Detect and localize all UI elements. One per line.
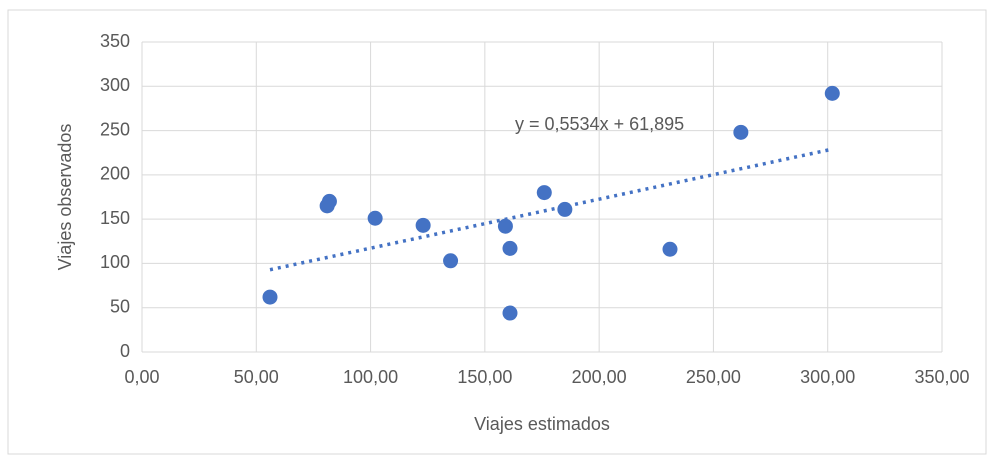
trendline-label: y = 0,5534x + 61,895 xyxy=(515,114,684,134)
point xyxy=(502,240,518,256)
point xyxy=(536,185,552,201)
point xyxy=(502,305,518,321)
point xyxy=(262,289,278,305)
y-tick-label: 150 xyxy=(100,208,130,228)
point xyxy=(415,217,431,233)
point xyxy=(321,193,337,209)
x-tick-label: 100,00 xyxy=(343,367,398,387)
y-tick-label: 50 xyxy=(110,296,130,316)
x-tick-label: 250,00 xyxy=(686,367,741,387)
x-axis-title: Viajes estimados xyxy=(474,414,610,434)
x-tick-label: 200,00 xyxy=(572,367,627,387)
y-tick-label: 0 xyxy=(120,341,130,361)
x-tick-label: 300,00 xyxy=(800,367,855,387)
chart-frame xyxy=(7,9,987,455)
point xyxy=(662,241,678,257)
point xyxy=(557,201,573,217)
point xyxy=(733,124,749,140)
point xyxy=(367,210,383,226)
x-tick-label: 50,00 xyxy=(234,367,279,387)
x-tick-label: 350,00 xyxy=(914,367,969,387)
x-tick-label: 0,00 xyxy=(124,367,159,387)
y-tick-label: 350 xyxy=(100,31,130,51)
point xyxy=(497,218,513,234)
y-axis-title: Viajes observados xyxy=(55,124,75,271)
y-tick-label: 250 xyxy=(100,119,130,139)
point xyxy=(443,253,459,269)
x-tick-label: 150,00 xyxy=(457,367,512,387)
y-tick-label: 300 xyxy=(100,75,130,95)
y-tick-label: 100 xyxy=(100,252,130,272)
y-tick-label: 200 xyxy=(100,164,130,184)
point xyxy=(824,85,840,101)
